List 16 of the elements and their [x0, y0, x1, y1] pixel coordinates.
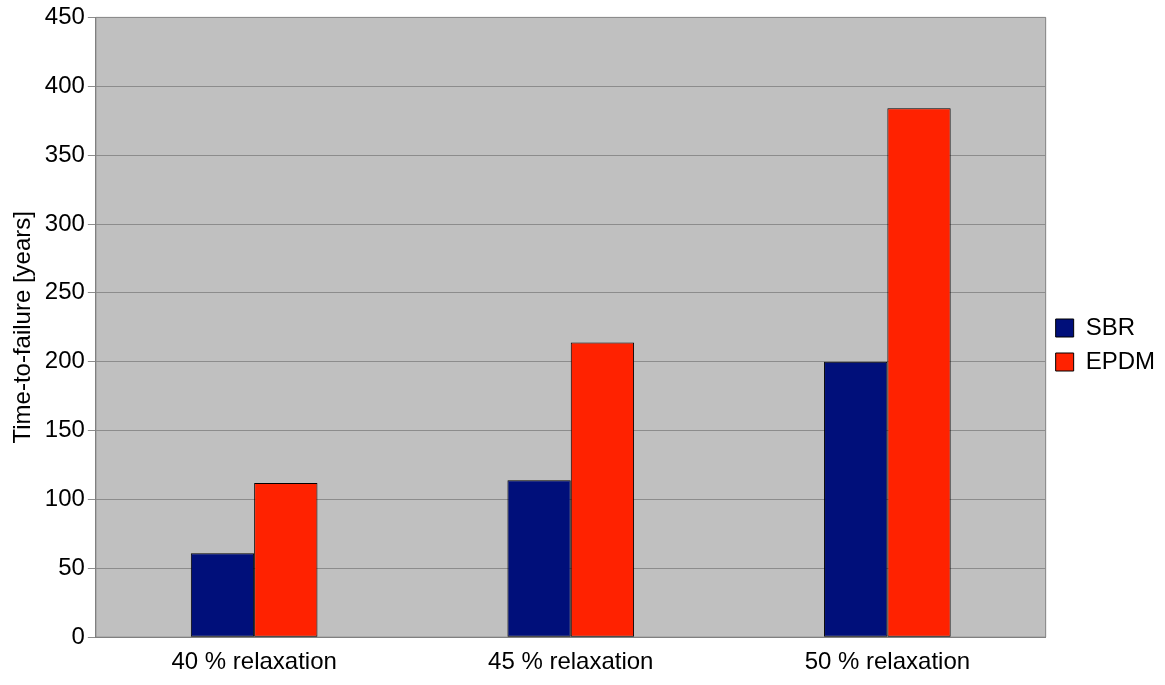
- y-tick-label: 150: [44, 415, 85, 443]
- y-tick-label: 0: [71, 621, 85, 649]
- legend-label: SBR: [1085, 312, 1136, 340]
- y-tick-label: 50: [58, 552, 85, 580]
- y-tick-label: 100: [44, 484, 85, 512]
- y-tick-label: 200: [44, 346, 85, 374]
- x-tick-label: 45 % relaxation: [488, 647, 654, 675]
- x-tick-label: 40 % relaxation: [171, 647, 337, 675]
- y-tick-label: 350: [44, 139, 85, 167]
- y-tick-label: 250: [44, 277, 85, 305]
- y-tick-label: 300: [44, 208, 85, 236]
- y-tick-label: 400: [44, 70, 85, 98]
- y-tick-label: 450: [44, 2, 85, 30]
- y-axis-title: Time-to-failure [years]: [8, 211, 36, 444]
- legend-label: EPDM: [1085, 346, 1155, 374]
- x-tick-label: 50 % relaxation: [804, 647, 971, 675]
